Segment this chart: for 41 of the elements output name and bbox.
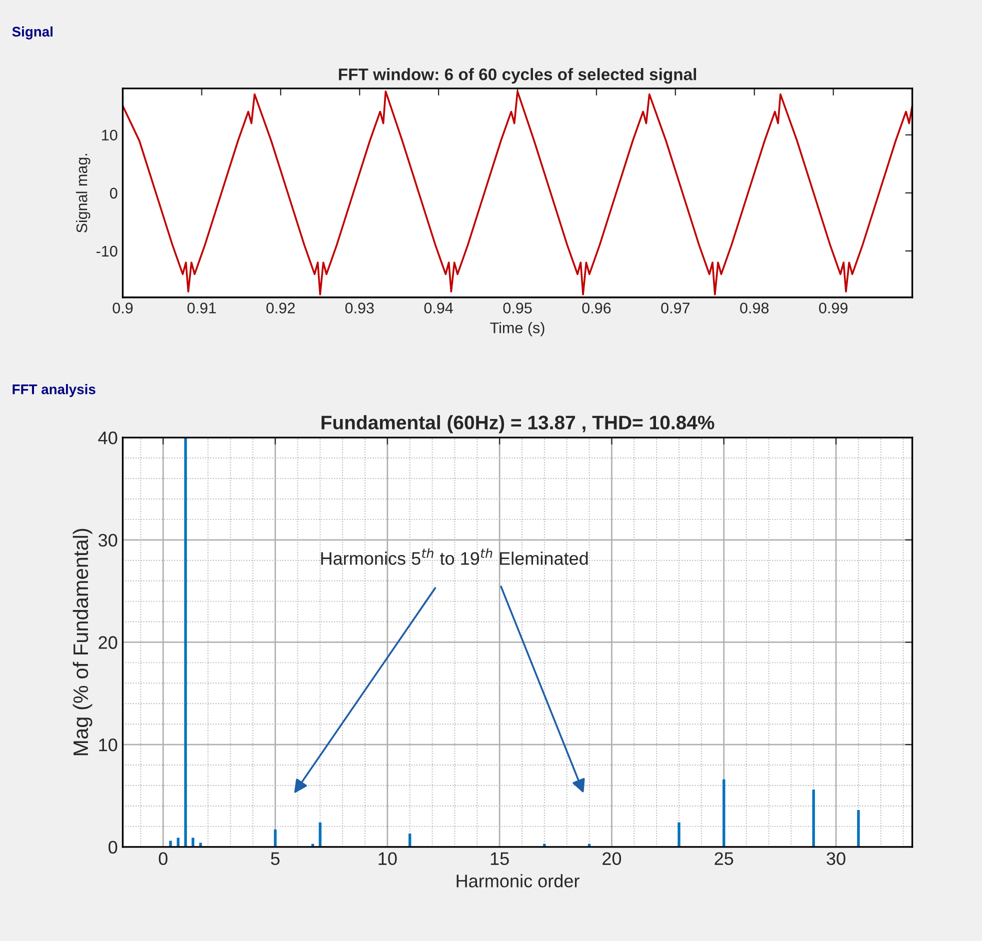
bar [812, 790, 815, 847]
x-tick-label: 5 [270, 852, 280, 866]
x-tick-label: 0.93 [345, 302, 374, 314]
y-tick-label: -10 [96, 246, 118, 257]
y-tick-label: 20 [98, 636, 118, 649]
x-tick-label: 0.95 [503, 302, 532, 314]
x-axis-title: Time (s) [490, 322, 544, 336]
bar [678, 822, 680, 847]
x-tick-label: 0.9 [112, 302, 133, 314]
y-tick-label: 0 [110, 188, 118, 199]
x-tick-label: 0.96 [582, 302, 611, 314]
x-tick-label: 0.94 [424, 302, 453, 314]
y-tick-label: 30 [98, 534, 118, 547]
bar [169, 840, 172, 847]
x-tick-label: 0.91 [187, 302, 216, 314]
annotation: Harmonics 5$^{th}$ to 19$^{th}$ Eleminated [321, 548, 588, 565]
x-axis-title: Harmonic order [456, 874, 580, 888]
x-tick-label: 0.92 [266, 302, 295, 314]
x-tick-label: 20 [602, 852, 622, 866]
x-tick-label: 0.99 [819, 302, 848, 314]
y-axis-title: Signal mag. [76, 154, 90, 233]
x-tick-label: 10 [378, 852, 397, 866]
x-tick-label: 15 [490, 852, 509, 866]
bar [722, 779, 726, 847]
line-series [122, 90, 912, 296]
text: FFT analysis [12, 384, 96, 397]
y-tick-label: 10 [102, 130, 118, 141]
x-tick-label: 25 [714, 852, 734, 866]
x-tick-label: 0.98 [740, 302, 769, 314]
x-tick-label: 0.97 [661, 302, 690, 314]
y-axis-title: Mag (% of Fundamental) [72, 528, 92, 756]
text: Signal [12, 26, 52, 40]
y-tick-label: 40 [98, 432, 118, 444]
x-tick-label: 30 [826, 852, 846, 866]
y-tick-label: 0 [108, 840, 118, 854]
bar [857, 810, 860, 847]
y-tick-label: 10 [99, 738, 118, 752]
x-tick-label: 0 [158, 852, 168, 866]
chart-title: FFT window: 6 of 60 cycles of selected signal [338, 68, 696, 84]
chart-title: Fundamental (60Hz) = 13.87 , THD= 10.84% [322, 415, 714, 434]
bar [192, 838, 194, 847]
